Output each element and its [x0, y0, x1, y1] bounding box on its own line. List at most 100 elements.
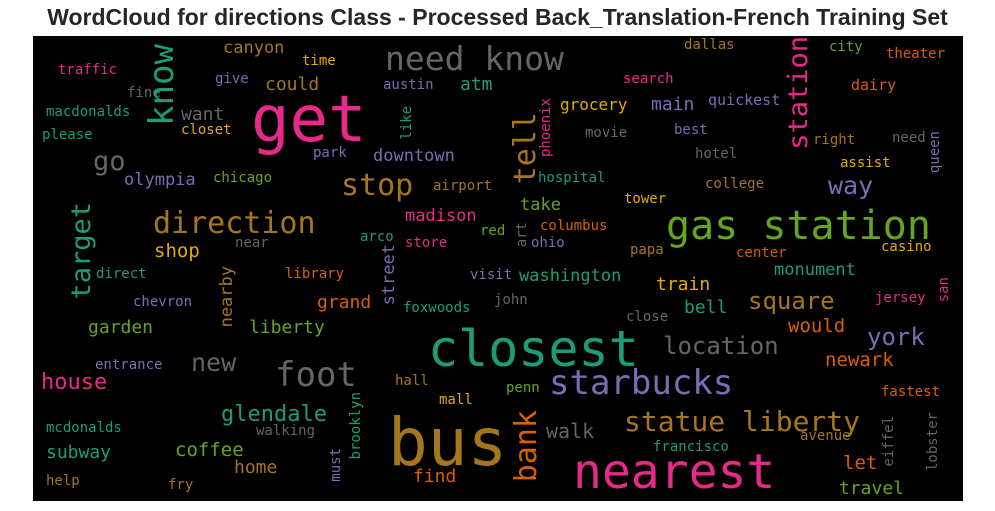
cloud-word: papa — [630, 242, 664, 258]
cloud-word-vertical: station — [783, 36, 814, 150]
cloud-word: go — [93, 146, 126, 177]
cloud-word: downtown — [373, 146, 455, 166]
cloud-word: fastest — [881, 384, 941, 400]
cloud-word: assist — [840, 155, 891, 171]
cloud-word: starbucks — [549, 363, 734, 403]
cloud-word: find — [413, 466, 457, 487]
cloud-word: jersey — [875, 290, 926, 306]
cloud-word: hall — [395, 373, 429, 389]
cloud-word: best — [674, 122, 708, 138]
cloud-word: ohio — [531, 235, 565, 251]
cloud-word: bell — [684, 297, 728, 318]
cloud-word: traffic — [58, 62, 118, 78]
cloud-word: let — [843, 452, 878, 474]
cloud-word: avenue — [800, 428, 851, 444]
cloud-word: visit — [470, 267, 513, 283]
cloud-word-vertical: must — [328, 448, 344, 482]
cloud-word: walking — [256, 423, 316, 439]
cloud-word: dairy — [851, 76, 897, 94]
cloud-word: chevron — [133, 294, 193, 310]
cloud-word: walk — [546, 419, 595, 443]
cloud-word: macdonalds — [46, 104, 131, 120]
cloud-word: shop — [154, 240, 200, 262]
cloud-word: grocery — [560, 95, 628, 114]
cloud-word: stop — [341, 168, 414, 203]
cloud-word: store — [405, 235, 448, 251]
cloud-word: canyon — [223, 38, 285, 58]
cloud-word: library — [285, 266, 345, 282]
chart-title: WordCloud for directions Class - Process… — [47, 4, 948, 30]
cloud-word: could — [265, 74, 320, 95]
cloud-word-vertical: lobster — [925, 412, 941, 472]
cloud-word: grand — [317, 292, 372, 313]
cloud-word: austin — [383, 77, 434, 93]
cloud-word: way — [828, 171, 874, 200]
cloud-word: get — [251, 83, 367, 157]
cloud-word-vertical: bank — [509, 410, 544, 483]
cloud-word: college — [705, 176, 765, 192]
cloud-word: airport — [433, 178, 493, 194]
cloud-word-vertical: eiffel — [881, 416, 897, 467]
word-cloud: bus closest get nearest gas station need know… — [33, 36, 963, 501]
cloud-word: movie — [585, 125, 628, 141]
cloud-word: need know — [385, 39, 564, 78]
cloud-word: statue liberty — [624, 405, 861, 438]
cloud-word: coffee — [175, 439, 244, 461]
cloud-word: hospital — [538, 170, 606, 186]
cloud-word: newark — [825, 349, 894, 371]
cloud-word: arco — [360, 229, 394, 245]
cloud-word-vertical: queen — [927, 131, 943, 174]
cloud-word-vertical: target — [66, 202, 97, 300]
cloud-word: washington — [519, 266, 622, 286]
cloud-word: mcdonalds — [46, 420, 122, 436]
cloud-word: close — [626, 309, 669, 325]
cloud-word: time — [302, 53, 336, 69]
cloud-word: casino — [881, 239, 932, 255]
cloud-word-vertical: nearby — [217, 266, 237, 328]
cloud-word-vertical: art — [514, 222, 530, 248]
cloud-word: give — [215, 71, 249, 87]
cloud-word: need — [892, 130, 926, 146]
cloud-word: liberty — [249, 317, 325, 338]
cloud-word: york — [867, 323, 925, 351]
cloud-word: entrance — [95, 357, 163, 373]
cloud-word: chicago — [213, 170, 273, 186]
cloud-word: madison — [405, 206, 477, 226]
cloud-word: foxwoods — [403, 300, 471, 316]
cloud-word: square — [748, 287, 835, 315]
cloud-word: mall — [439, 392, 473, 408]
cloud-word: new — [191, 348, 237, 377]
cloud-word: tower — [624, 191, 667, 207]
cloud-word: take — [520, 195, 561, 215]
cloud-word: francisco — [653, 439, 729, 455]
cloud-word: main — [651, 94, 695, 115]
cloud-word: would — [788, 315, 846, 337]
cloud-word: help — [46, 473, 80, 489]
cloud-word: near — [235, 235, 269, 251]
cloud-word: closest — [428, 320, 639, 378]
cloud-word: direct — [96, 266, 147, 282]
cloud-word: train — [656, 274, 711, 295]
cloud-word: glendale — [221, 402, 327, 427]
cloud-word: quickest — [708, 91, 781, 109]
cloud-word-vertical: like — [399, 106, 415, 140]
cloud-word: atm — [460, 74, 493, 95]
cloud-word: bus — [388, 404, 508, 481]
cloud-word: search — [623, 71, 674, 87]
cloud-word: red — [480, 223, 506, 239]
cloud-word: foot — [275, 355, 357, 395]
cloud-word: penn — [506, 380, 540, 396]
cloud-word: garden — [88, 317, 154, 338]
cloud-word: closet — [181, 122, 232, 138]
cloud-word: travel — [839, 478, 905, 499]
cloud-word: olympia — [124, 170, 196, 190]
cloud-word: dallas — [684, 37, 735, 53]
cloud-word: center — [736, 245, 787, 261]
cloud-word: fry — [168, 477, 194, 493]
cloud-word: home — [234, 457, 278, 478]
cloud-word: right — [813, 132, 856, 148]
cloud-word: fine — [127, 85, 161, 101]
cloud-word: house — [41, 370, 108, 395]
cloud-word: please — [42, 127, 93, 143]
cloud-word-vertical: san — [936, 277, 952, 303]
